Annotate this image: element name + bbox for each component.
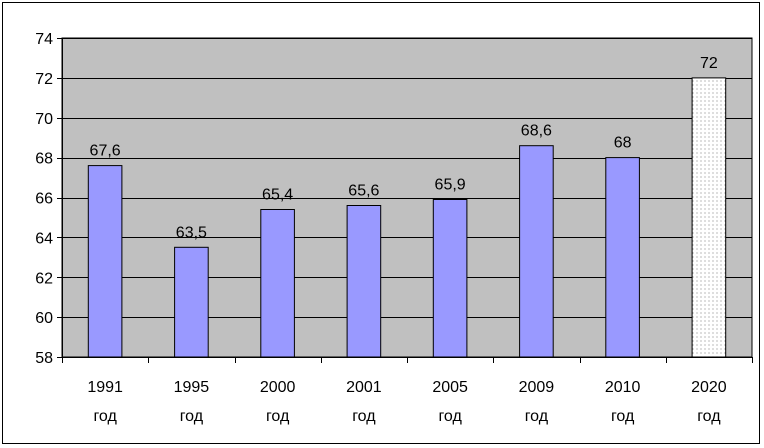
plot-area <box>61 37 753 358</box>
y-tick-label: 70 <box>35 111 53 128</box>
y-tick-label: 60 <box>35 310 53 327</box>
data-label: 68,6 <box>521 123 552 140</box>
x-category-sublabel: год <box>93 408 117 425</box>
bars <box>87 77 727 358</box>
bar-forecast <box>691 77 727 358</box>
x-category-label: 2001 <box>346 379 382 396</box>
y-tick-label: 74 <box>35 31 53 48</box>
data-label: 72 <box>700 55 718 72</box>
x-category-label: 2000 <box>260 379 296 396</box>
bar <box>260 209 295 358</box>
x-category-label: 2020 <box>691 379 727 396</box>
y-tick-label: 58 <box>35 350 53 367</box>
data-label: 67,6 <box>90 143 121 160</box>
x-category-sublabel: год <box>352 408 376 425</box>
x-category-label: 2005 <box>432 379 468 396</box>
bar <box>174 246 209 358</box>
data-label: 65,4 <box>262 186 293 203</box>
bar <box>432 199 468 358</box>
x-category-sublabel: год <box>697 408 721 425</box>
bar <box>346 205 382 358</box>
y-tick-label: 68 <box>35 151 53 168</box>
data-label: 65,6 <box>348 182 379 199</box>
labels: 58 60 62 64 66 68 70 72 74 67,6 1991 год 63,5 1995 год… <box>35 31 727 425</box>
y-tick-label: 62 <box>35 270 53 287</box>
data-label: 68 <box>614 135 632 152</box>
bar <box>605 157 640 358</box>
y-tick-label: 66 <box>35 191 53 208</box>
bar <box>519 145 554 358</box>
x-category-sublabel: год <box>611 408 635 425</box>
axes <box>57 38 753 363</box>
bar <box>87 165 123 358</box>
x-category-label: 2010 <box>605 379 641 396</box>
x-category-sublabel: год <box>180 408 204 425</box>
x-category-sublabel: год <box>525 408 549 425</box>
x-category-label: 1991 <box>87 379 123 396</box>
y-tick-label: 64 <box>35 230 53 247</box>
data-label: 63,5 <box>176 224 207 241</box>
x-category-sublabel: год <box>438 408 462 425</box>
x-category-label: 2009 <box>519 379 555 396</box>
data-label: 65,9 <box>435 176 466 193</box>
y-tick-label: 72 <box>35 71 53 88</box>
x-category-label: 1995 <box>174 379 210 396</box>
x-category-sublabel: год <box>266 408 290 425</box>
